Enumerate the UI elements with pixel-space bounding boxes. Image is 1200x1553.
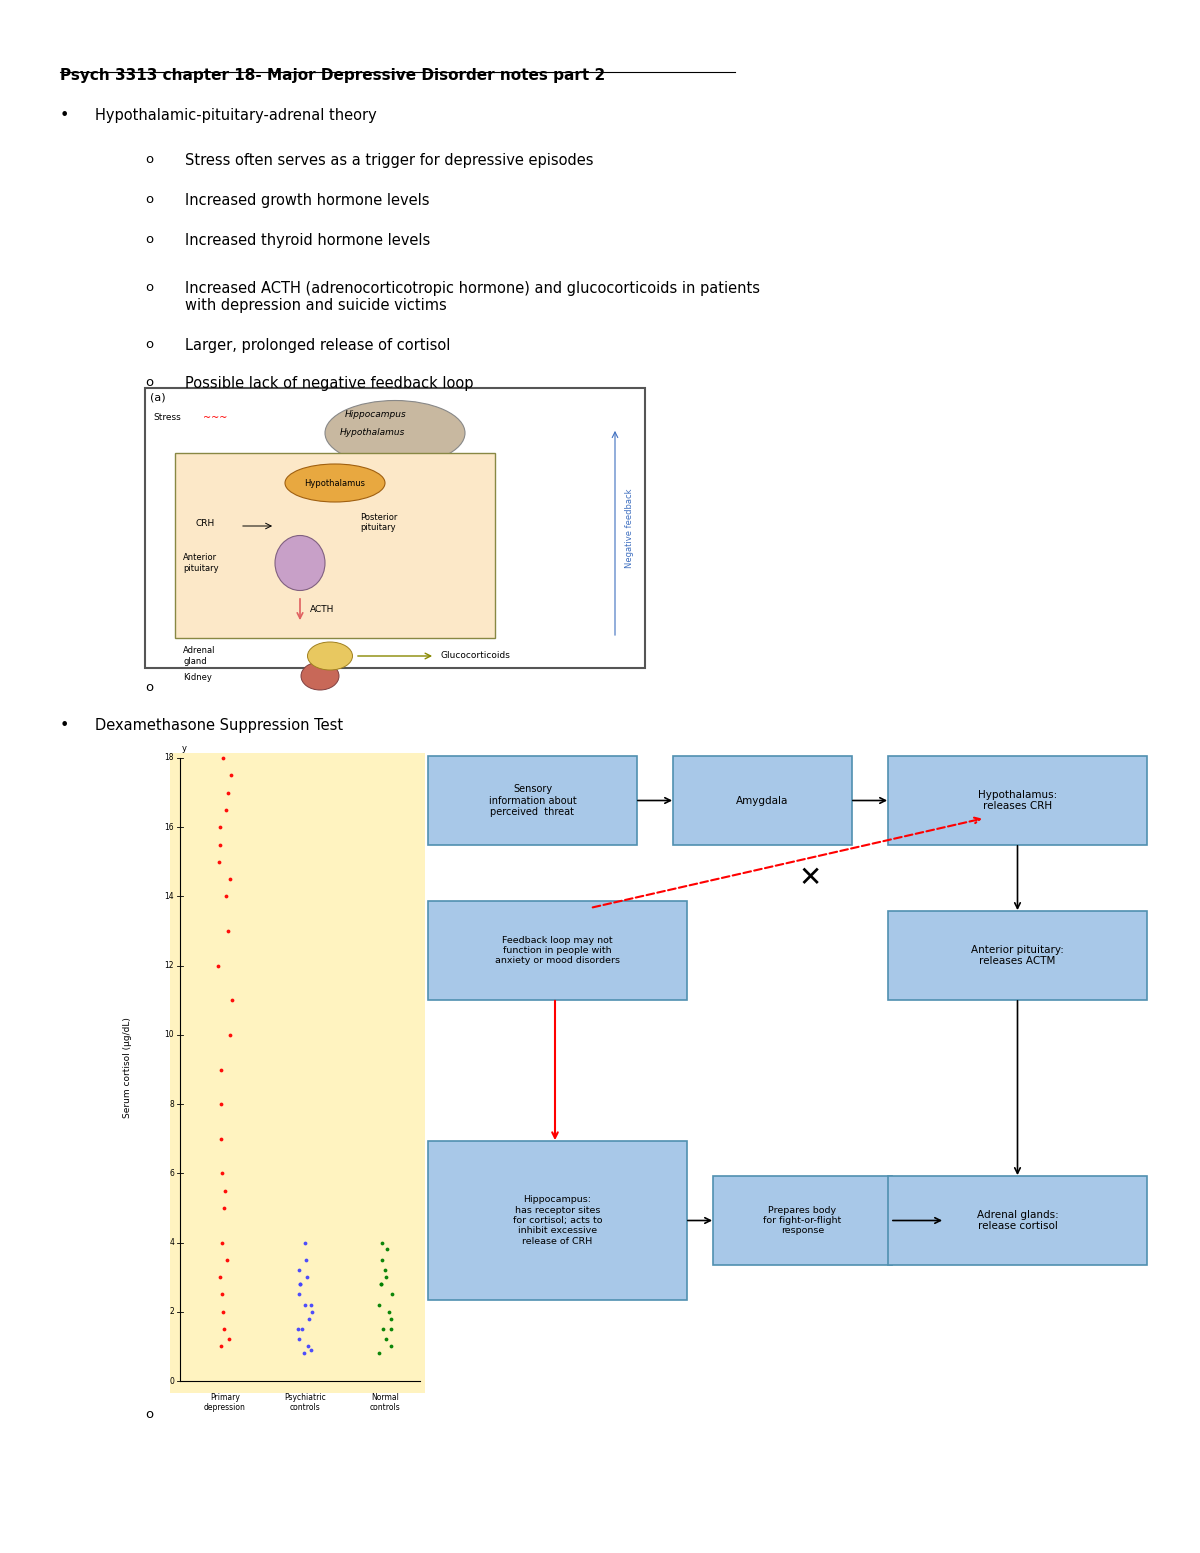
Text: 12: 12 [164, 961, 174, 971]
FancyBboxPatch shape [170, 753, 425, 1393]
Text: Negative feedback: Negative feedback [625, 488, 635, 568]
Text: Hypothalamic-pituitary-adrenal theory: Hypothalamic-pituitary-adrenal theory [95, 109, 377, 123]
Text: ~~~: ~~~ [203, 413, 227, 422]
Text: Normal
controls: Normal controls [370, 1393, 401, 1412]
Ellipse shape [307, 641, 353, 669]
Text: 6: 6 [169, 1169, 174, 1177]
Text: •: • [60, 109, 70, 123]
FancyBboxPatch shape [673, 756, 852, 845]
Text: •: • [60, 717, 70, 733]
Text: Adrenal glands:
release cortisol: Adrenal glands: release cortisol [977, 1210, 1058, 1232]
Ellipse shape [275, 536, 325, 590]
FancyBboxPatch shape [888, 1176, 1147, 1266]
Text: o: o [145, 376, 154, 388]
Text: Anterior
pituitary: Anterior pituitary [182, 553, 218, 573]
Text: Anterior pituitary:
releases ACTM: Anterior pituitary: releases ACTM [971, 944, 1064, 966]
Text: ACTH: ACTH [310, 606, 335, 615]
Ellipse shape [301, 662, 340, 690]
Text: o: o [145, 682, 154, 694]
Text: Sensory
information about
perceived  threat: Sensory information about perceived thre… [488, 784, 576, 817]
FancyBboxPatch shape [175, 453, 496, 638]
Text: Stress: Stress [154, 413, 181, 422]
Text: Increased thyroid hormone levels: Increased thyroid hormone levels [185, 233, 431, 248]
Text: Primary
depression: Primary depression [204, 1393, 246, 1412]
Text: Possible lack of negative feedback loop: Possible lack of negative feedback loop [185, 376, 474, 391]
FancyBboxPatch shape [428, 756, 637, 845]
Text: o: o [145, 233, 154, 245]
Text: Adrenal
gland: Adrenal gland [182, 646, 216, 666]
Text: Psychiatric
controls: Psychiatric controls [284, 1393, 326, 1412]
Text: Hypothalamus: Hypothalamus [305, 478, 366, 488]
Text: Dexamethasone Suppression Test: Dexamethasone Suppression Test [95, 717, 343, 733]
Text: Hippocampus:
has receptor sites
for cortisol; acts to
inhibit excessive
release : Hippocampus: has receptor sites for cort… [512, 1196, 602, 1246]
Text: Posterior
pituitary: Posterior pituitary [360, 512, 397, 533]
Ellipse shape [325, 401, 466, 466]
Text: (a): (a) [150, 393, 166, 402]
Text: Serum cortisol (μg/dL): Serum cortisol (μg/dL) [124, 1017, 132, 1118]
Text: Increased growth hormone levels: Increased growth hormone levels [185, 193, 430, 208]
FancyBboxPatch shape [888, 912, 1147, 1000]
Text: Feedback loop may not
function in people with
anxiety or mood disorders: Feedback loop may not function in people… [494, 935, 620, 966]
Text: CRH: CRH [194, 519, 215, 528]
Text: 16: 16 [164, 823, 174, 832]
Text: Amygdala: Amygdala [737, 795, 788, 806]
Text: o: o [145, 1409, 154, 1421]
Ellipse shape [284, 464, 385, 502]
FancyBboxPatch shape [145, 388, 646, 668]
Text: Stress often serves as a trigger for depressive episodes: Stress often serves as a trigger for dep… [185, 154, 594, 168]
FancyBboxPatch shape [713, 1176, 892, 1266]
Text: Hypothalamus:
releases CRH: Hypothalamus: releases CRH [978, 789, 1057, 811]
Text: Psych 3313 chapter 18- Major Depressive Disorder notes part 2: Psych 3313 chapter 18- Major Depressive … [60, 68, 605, 82]
Text: 4: 4 [169, 1238, 174, 1247]
Text: Hippocampus: Hippocampus [346, 410, 407, 419]
Text: Increased ACTH (adrenocorticotropic hormone) and glucocorticoids in patients
wit: Increased ACTH (adrenocorticotropic horm… [185, 281, 760, 314]
FancyBboxPatch shape [428, 901, 686, 1000]
Text: 14: 14 [164, 891, 174, 901]
Text: 8: 8 [169, 1100, 174, 1109]
Text: o: o [145, 193, 154, 207]
FancyBboxPatch shape [428, 1141, 686, 1300]
Text: 10: 10 [164, 1030, 174, 1039]
Text: Prepares body
for fight-or-flight
response: Prepares body for fight-or-flight respon… [763, 1205, 841, 1235]
Text: ✕: ✕ [798, 863, 822, 891]
FancyBboxPatch shape [888, 756, 1147, 845]
Text: 2: 2 [169, 1308, 174, 1317]
Text: o: o [145, 339, 154, 351]
Text: Hypothalamus: Hypothalamus [340, 429, 406, 436]
Text: Larger, prolonged release of cortisol: Larger, prolonged release of cortisol [185, 339, 450, 353]
Text: 0: 0 [169, 1376, 174, 1385]
Text: o: o [145, 154, 154, 166]
Text: 18: 18 [164, 753, 174, 763]
Text: Glucocorticoids: Glucocorticoids [440, 652, 510, 660]
Text: Kidney: Kidney [182, 674, 212, 682]
Text: y: y [182, 744, 187, 753]
Text: o: o [145, 281, 154, 294]
